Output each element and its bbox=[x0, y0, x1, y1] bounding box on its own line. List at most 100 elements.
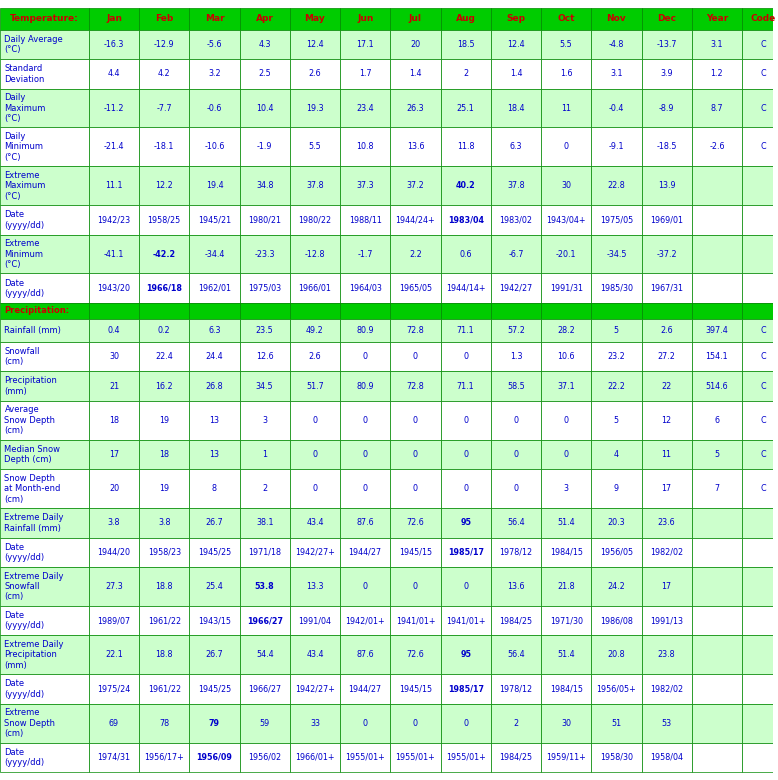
FancyBboxPatch shape bbox=[742, 30, 778, 59]
Text: 22.8: 22.8 bbox=[608, 181, 626, 190]
Text: 8.7: 8.7 bbox=[710, 104, 724, 112]
FancyBboxPatch shape bbox=[290, 567, 340, 606]
Text: Precipitation:: Precipitation: bbox=[5, 307, 69, 315]
FancyBboxPatch shape bbox=[89, 127, 139, 166]
Text: 5.5: 5.5 bbox=[560, 40, 573, 49]
FancyBboxPatch shape bbox=[89, 166, 139, 205]
FancyBboxPatch shape bbox=[742, 89, 778, 127]
FancyBboxPatch shape bbox=[391, 30, 440, 59]
FancyBboxPatch shape bbox=[240, 743, 290, 772]
FancyBboxPatch shape bbox=[290, 342, 340, 371]
FancyBboxPatch shape bbox=[642, 606, 692, 636]
FancyBboxPatch shape bbox=[340, 704, 391, 743]
FancyBboxPatch shape bbox=[89, 440, 139, 470]
FancyBboxPatch shape bbox=[692, 30, 742, 59]
Text: 3: 3 bbox=[262, 416, 267, 425]
Text: 1975/03: 1975/03 bbox=[248, 284, 282, 292]
Text: 5: 5 bbox=[614, 416, 619, 425]
FancyBboxPatch shape bbox=[591, 470, 642, 508]
Text: -21.4: -21.4 bbox=[103, 143, 124, 151]
Text: 71.1: 71.1 bbox=[457, 326, 475, 335]
FancyBboxPatch shape bbox=[642, 401, 692, 440]
Text: Code: Code bbox=[751, 14, 776, 23]
Text: -11.2: -11.2 bbox=[103, 104, 124, 112]
Text: 87.6: 87.6 bbox=[356, 651, 374, 659]
Text: 1956/02: 1956/02 bbox=[248, 753, 282, 762]
Text: 1941/01+: 1941/01+ bbox=[446, 616, 485, 626]
Text: 33: 33 bbox=[310, 718, 320, 728]
Text: 1.6: 1.6 bbox=[560, 69, 573, 78]
FancyBboxPatch shape bbox=[591, 567, 642, 606]
Text: 71.1: 71.1 bbox=[457, 381, 475, 391]
FancyBboxPatch shape bbox=[642, 303, 692, 318]
FancyBboxPatch shape bbox=[742, 205, 778, 235]
FancyBboxPatch shape bbox=[591, 127, 642, 166]
Text: 1.7: 1.7 bbox=[359, 69, 372, 78]
FancyBboxPatch shape bbox=[591, 8, 642, 30]
Text: 1966/01+: 1966/01+ bbox=[295, 753, 335, 762]
FancyBboxPatch shape bbox=[692, 166, 742, 205]
Text: 4: 4 bbox=[614, 450, 619, 459]
FancyBboxPatch shape bbox=[491, 371, 541, 401]
Text: Date
(yyyy/dd): Date (yyyy/dd) bbox=[5, 611, 44, 630]
FancyBboxPatch shape bbox=[189, 8, 240, 30]
FancyBboxPatch shape bbox=[0, 567, 89, 606]
FancyBboxPatch shape bbox=[139, 704, 189, 743]
FancyBboxPatch shape bbox=[541, 675, 591, 704]
FancyBboxPatch shape bbox=[642, 636, 692, 675]
FancyBboxPatch shape bbox=[541, 30, 591, 59]
Text: 11: 11 bbox=[661, 450, 671, 459]
FancyBboxPatch shape bbox=[89, 675, 139, 704]
Text: 1991/13: 1991/13 bbox=[650, 616, 683, 626]
Text: 1986/08: 1986/08 bbox=[600, 616, 633, 626]
Text: 0: 0 bbox=[313, 450, 317, 459]
Text: C: C bbox=[760, 69, 766, 78]
FancyBboxPatch shape bbox=[541, 636, 591, 675]
FancyBboxPatch shape bbox=[742, 127, 778, 166]
FancyBboxPatch shape bbox=[0, 235, 89, 274]
Text: -10.6: -10.6 bbox=[205, 143, 225, 151]
Text: 4.3: 4.3 bbox=[258, 40, 271, 49]
Text: -0.6: -0.6 bbox=[207, 104, 223, 112]
Text: 1942/27+: 1942/27+ bbox=[295, 548, 335, 557]
FancyBboxPatch shape bbox=[391, 470, 440, 508]
FancyBboxPatch shape bbox=[189, 274, 240, 303]
FancyBboxPatch shape bbox=[642, 567, 692, 606]
Text: 37.2: 37.2 bbox=[407, 181, 424, 190]
Text: 56.4: 56.4 bbox=[507, 519, 524, 527]
Text: 23.5: 23.5 bbox=[256, 326, 274, 335]
FancyBboxPatch shape bbox=[391, 508, 440, 537]
FancyBboxPatch shape bbox=[139, 440, 189, 470]
Text: Jul: Jul bbox=[409, 14, 422, 23]
FancyBboxPatch shape bbox=[240, 274, 290, 303]
Text: 1945/25: 1945/25 bbox=[198, 685, 231, 693]
FancyBboxPatch shape bbox=[742, 8, 778, 30]
FancyBboxPatch shape bbox=[541, 303, 591, 318]
FancyBboxPatch shape bbox=[440, 8, 491, 30]
FancyBboxPatch shape bbox=[139, 89, 189, 127]
Text: 3.1: 3.1 bbox=[710, 40, 723, 49]
FancyBboxPatch shape bbox=[692, 606, 742, 636]
Text: -9.1: -9.1 bbox=[608, 143, 624, 151]
Text: 10.6: 10.6 bbox=[557, 352, 575, 361]
FancyBboxPatch shape bbox=[139, 59, 189, 89]
Text: -23.3: -23.3 bbox=[254, 250, 275, 258]
FancyBboxPatch shape bbox=[391, 440, 440, 470]
Text: 1971/30: 1971/30 bbox=[550, 616, 583, 626]
Text: 1975/05: 1975/05 bbox=[600, 215, 633, 225]
FancyBboxPatch shape bbox=[0, 636, 89, 675]
FancyBboxPatch shape bbox=[340, 8, 391, 30]
FancyBboxPatch shape bbox=[139, 636, 189, 675]
Text: 1966/01: 1966/01 bbox=[299, 284, 331, 292]
Text: 20: 20 bbox=[109, 484, 119, 493]
Text: 2.6: 2.6 bbox=[309, 352, 321, 361]
FancyBboxPatch shape bbox=[89, 274, 139, 303]
Text: 2.5: 2.5 bbox=[258, 69, 271, 78]
FancyBboxPatch shape bbox=[440, 636, 491, 675]
Text: Temperature:: Temperature: bbox=[10, 14, 79, 23]
FancyBboxPatch shape bbox=[290, 59, 340, 89]
FancyBboxPatch shape bbox=[391, 89, 440, 127]
Text: 1945/25: 1945/25 bbox=[198, 548, 231, 557]
Text: 51.4: 51.4 bbox=[557, 519, 575, 527]
Text: 43.4: 43.4 bbox=[307, 651, 324, 659]
